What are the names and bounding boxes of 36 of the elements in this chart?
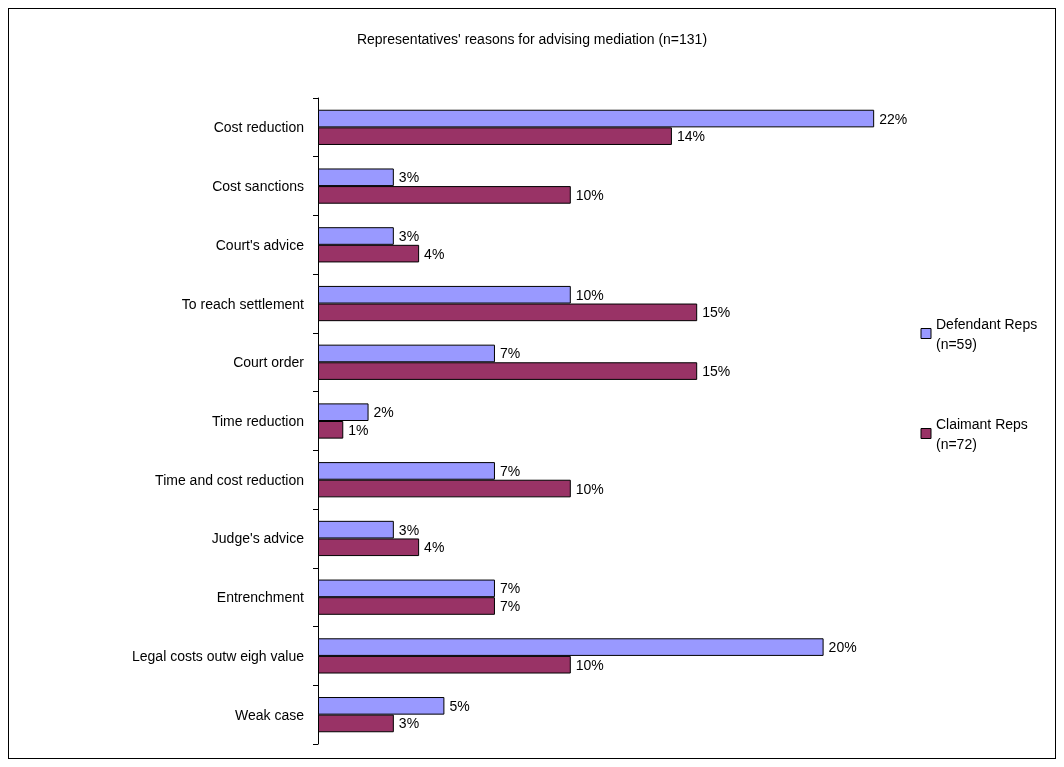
data-label: 7% xyxy=(499,597,521,614)
data-label: 5% xyxy=(449,697,470,714)
y-tick-label: Judge's advice xyxy=(211,530,305,547)
y-tick-label: Time reduction xyxy=(211,413,304,429)
y-tick-label: Legal costs outw eigh value xyxy=(132,647,305,664)
data-label: 20% xyxy=(828,639,857,656)
data-label: 3% xyxy=(398,715,420,732)
y-tick-label: Court's advice xyxy=(215,236,305,253)
data-label: 7% xyxy=(499,462,521,479)
y-tick-label: Court order xyxy=(233,354,305,371)
y-tick-label: Weak case xyxy=(235,706,305,723)
y-tick-label: Cost reduction xyxy=(213,119,304,136)
data-label: 4% xyxy=(424,539,445,556)
data-label: 15% xyxy=(702,304,731,321)
y-tick-label: Time and cost reduction xyxy=(155,471,304,488)
data-label: 7% xyxy=(499,580,521,597)
data-label: 22% xyxy=(879,110,908,127)
data-label: 7% xyxy=(499,345,521,362)
chart-title: Representatives' reasons for advising mediation (n=131) xyxy=(356,31,708,47)
y-tick-label: Entrenchment xyxy=(216,589,305,606)
data-label: 14% xyxy=(676,128,705,145)
data-label: 4% xyxy=(424,245,445,262)
data-label: 10% xyxy=(575,480,604,497)
data-label: 10% xyxy=(575,286,604,303)
data-label: 3% xyxy=(398,521,420,538)
legend-label: Claimant Reps (n=72) xyxy=(936,415,1032,452)
y-tick-label: To reach settlement xyxy=(181,295,305,312)
legend-label: Defendant Reps (n=59) xyxy=(936,315,1042,352)
data-label: 3% xyxy=(398,169,420,186)
data-label: 1% xyxy=(348,421,369,438)
data-label: 2% xyxy=(373,404,394,421)
y-tick-label: Cost sanctions xyxy=(212,178,304,195)
data-label: 10% xyxy=(575,656,604,673)
data-label: 3% xyxy=(398,228,420,245)
data-label: 10% xyxy=(575,186,604,203)
data-label: 15% xyxy=(702,363,731,380)
